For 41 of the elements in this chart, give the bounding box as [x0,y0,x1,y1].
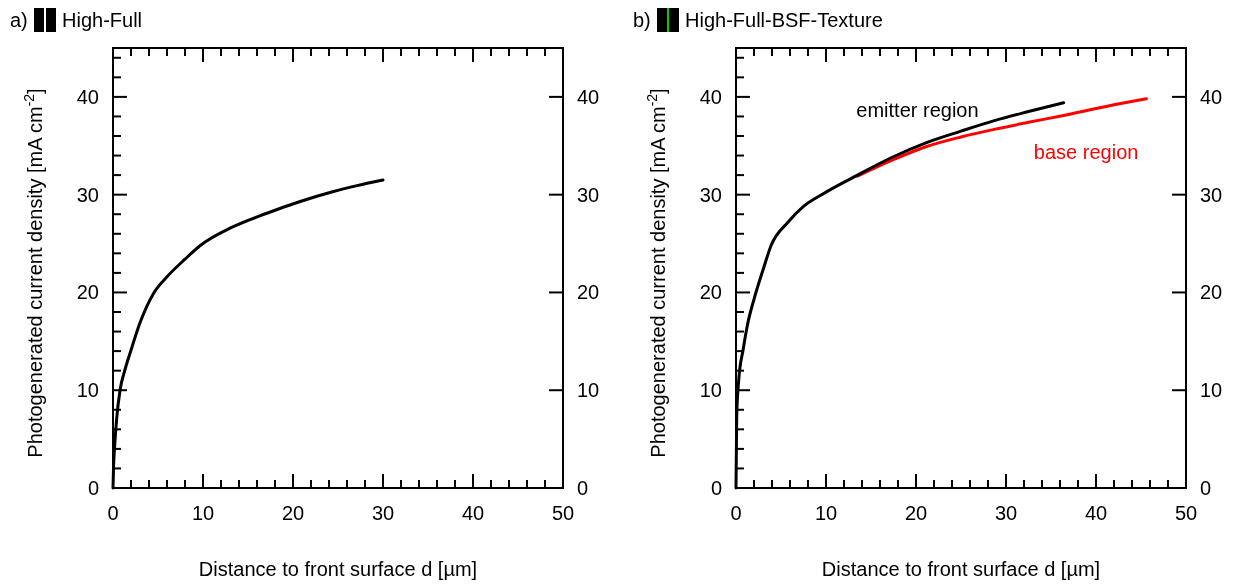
x-tick-label: 10 [191,502,215,524]
x-axis-title: Distance to front surface d [µm] [821,558,1101,580]
y-tick-label: 20 [699,281,722,304]
y-tick-label: 0 [87,477,99,499]
y-tick-label: 10 [76,379,99,402]
chart-title: b) [633,9,651,31]
chart-subtitle: High-Full-BSF-Texture [685,9,883,31]
x-tick-label: 10 [814,502,838,524]
x-tick-label: 20 [281,502,305,524]
y2-tick-label: 0 [1200,477,1212,499]
y2-tick-label: 20 [577,281,600,304]
chart-subtitle: High-Full [62,9,143,31]
x-tick-label: 40 [1084,502,1108,524]
y2-tick-label: 30 [577,183,600,206]
y-tick-label: 30 [76,183,99,206]
x-axis-title: Distance to front surface d [µm] [198,558,478,580]
x-tick-label: 30 [371,502,395,524]
x-tick-label: 50 [551,502,575,524]
y2-tick-label: 10 [577,379,600,402]
series-label: emitter region [856,98,979,121]
y-tick-label: 0 [710,477,722,499]
y-tick-label: 10 [699,379,722,402]
series-label: base region [1033,140,1139,163]
line-series [856,97,1148,178]
y-tick-label: 20 [76,281,99,304]
y-tick-label: 40 [76,85,99,108]
x-tick-label: 0 [730,502,742,524]
x-tick-label: 20 [904,502,928,524]
y2-tick-label: 10 [1200,379,1223,402]
y-tick-label: 30 [699,183,722,206]
y2-tick-label: 40 [1200,85,1223,108]
y2-tick-label: 20 [1200,281,1223,304]
y2-tick-label: 30 [1200,183,1223,206]
y-tick-label: 40 [699,85,722,108]
chart-title: a) [10,9,28,31]
x-tick-label: 50 [1174,502,1198,524]
x-tick-label: 30 [994,502,1018,524]
y2-tick-label: 40 [577,85,600,108]
x-tick-label: 0 [107,502,119,524]
x-tick-label: 40 [461,502,485,524]
y2-tick-label: 0 [577,477,589,499]
